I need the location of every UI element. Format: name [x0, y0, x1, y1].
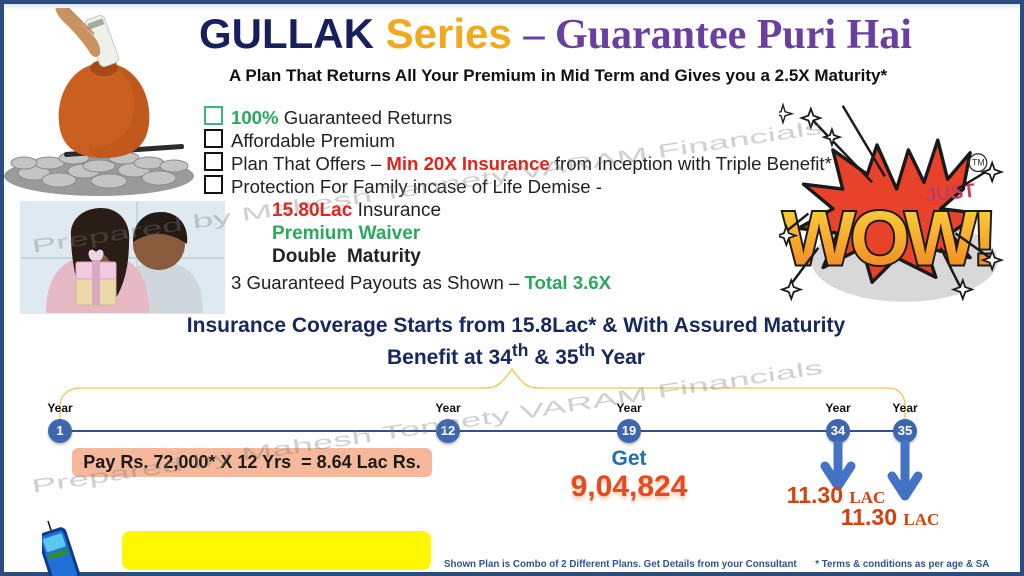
- svg-text:TM: TM: [972, 158, 985, 168]
- svg-text:WOW!: WOW!: [783, 197, 993, 282]
